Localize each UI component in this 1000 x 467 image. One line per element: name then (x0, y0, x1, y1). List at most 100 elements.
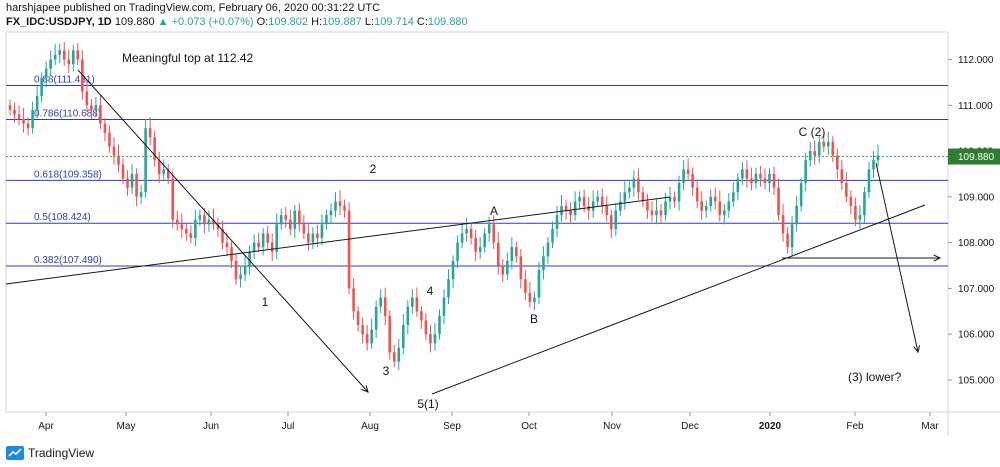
low-label: L: (364, 16, 375, 28)
candle-body (840, 169, 844, 184)
tradingview-brand-text: TradingView (28, 446, 95, 460)
candle-body (505, 260, 509, 275)
candle-body (867, 169, 871, 193)
chart-annotation: (3) lower? (848, 370, 902, 384)
x-tick-label: Apr (38, 421, 54, 432)
candle-body (243, 265, 247, 275)
candle-body (117, 155, 120, 165)
publisher-line: harshjapee published on TradingView.com,… (6, 2, 381, 14)
x-tick-label: Dec (681, 421, 699, 432)
candle-body (609, 215, 613, 229)
candle-body (768, 173, 771, 184)
candle-body (22, 118, 25, 124)
candle-body (189, 233, 193, 239)
candle-body (650, 210, 654, 216)
high-label: H: (311, 16, 323, 28)
candle-body (474, 238, 477, 252)
candle-body (44, 68, 48, 78)
x-tick-label: Nov (603, 421, 621, 432)
candle-body (311, 233, 315, 243)
candle-body (799, 183, 803, 206)
candle-body (415, 297, 419, 312)
candle-body (817, 141, 821, 156)
candle-body (492, 224, 496, 243)
candle-body (442, 297, 446, 316)
candle-body (655, 210, 658, 216)
candle-body (632, 178, 636, 188)
candle-body (700, 201, 703, 211)
x-tick-label: Sep (443, 421, 461, 432)
candle-body (501, 265, 505, 275)
candle-body (804, 160, 807, 184)
candle-body (234, 260, 238, 280)
candle-body (713, 196, 717, 202)
y-tick-label: 105.000 (958, 375, 995, 386)
last-price-badge (948, 148, 1000, 165)
candle-body (424, 320, 428, 335)
candle-body (623, 192, 627, 202)
candle-body (62, 50, 66, 60)
candle-body (546, 242, 550, 257)
y-tick-label: 109.000 (958, 192, 995, 203)
candle-body (298, 210, 301, 225)
candle-body (551, 228, 554, 243)
candle-body (108, 132, 111, 147)
candle-body (261, 233, 265, 248)
candle-body (171, 178, 175, 220)
open-label: O: (256, 16, 269, 28)
candle-body (668, 196, 672, 202)
candle-body (347, 210, 351, 289)
x-tick-label: Feb (846, 421, 864, 432)
close-label: C: (416, 16, 428, 28)
candle-body (600, 196, 604, 206)
candle-body (379, 297, 383, 307)
candle-body (275, 224, 279, 252)
candle-body (8, 105, 12, 110)
candle-body (759, 173, 762, 179)
candle-body (293, 210, 297, 229)
candle-body (772, 173, 776, 188)
candle-body (433, 334, 437, 344)
candle-body (139, 192, 143, 197)
candle-body (40, 77, 43, 97)
candle-body (704, 205, 708, 211)
candle-body (736, 178, 740, 193)
candle-body (49, 59, 52, 69)
candle-body (185, 228, 188, 234)
candle-body (849, 196, 853, 206)
candle-body (406, 306, 410, 326)
change-label: ▲ +0.073 (+0.07%) (157, 16, 254, 28)
candle-body (619, 201, 622, 211)
y-tick-label: 106.000 (958, 330, 995, 341)
candle-body (397, 347, 401, 362)
candle-body (112, 146, 116, 156)
candle-body (35, 96, 39, 110)
chart-annotation: 2 (370, 162, 377, 176)
candle-body (329, 210, 333, 216)
candle-body (831, 141, 835, 156)
candle-body (31, 109, 34, 129)
candle-body (307, 233, 310, 243)
candle-body (26, 123, 30, 129)
fib-level-label: 0.88(111.431) (34, 75, 95, 86)
candle-body (302, 224, 306, 234)
candle-body (148, 128, 152, 138)
tradingview-branding: TradingView (6, 446, 94, 460)
candle-body (519, 256, 523, 280)
candle-body (646, 201, 649, 211)
candle-body (483, 233, 486, 248)
candle-body (876, 155, 880, 161)
price-chart[interactable]: 112.000111.000110.000109.000108.000107.0… (0, 0, 1000, 440)
candle-body (745, 169, 749, 179)
candle-body (826, 141, 830, 147)
low-value: 109.714 (374, 16, 414, 28)
candle-body (58, 50, 62, 55)
candle-body (411, 297, 414, 307)
candle-body (71, 50, 75, 65)
candle-body (732, 192, 735, 202)
y-tick-label: 111.000 (958, 101, 993, 112)
candle-body (85, 91, 89, 106)
candle-body (288, 219, 292, 229)
candle-body (813, 151, 817, 156)
candle-body (257, 242, 260, 248)
